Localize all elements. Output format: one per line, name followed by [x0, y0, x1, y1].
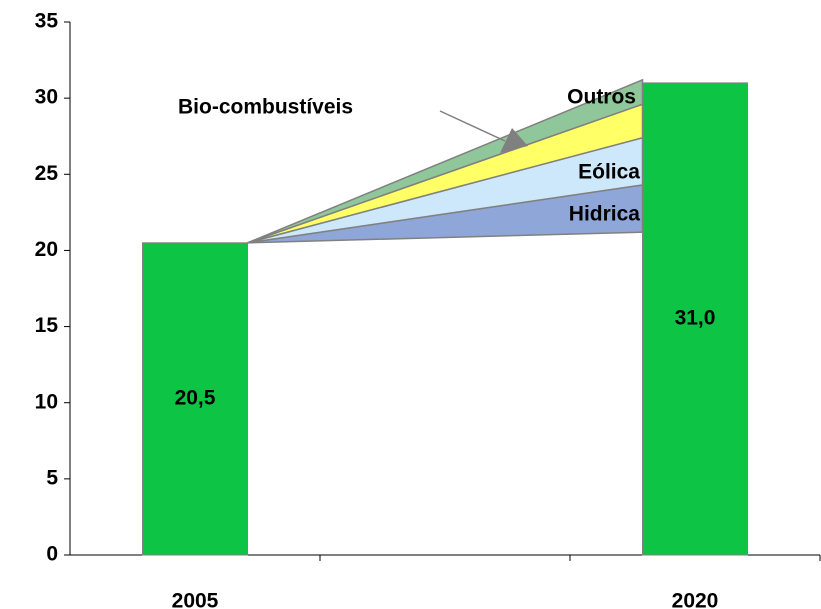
- bar: [142, 242, 248, 556]
- value-label: 20,5: [175, 386, 216, 409]
- series-label: Bio-combustíveis: [178, 96, 353, 119]
- x-tick-label: 2005: [172, 590, 219, 609]
- bar: [642, 82, 748, 556]
- y-tick-label: 10: [35, 390, 58, 413]
- series-label: Hidrica: [569, 203, 641, 226]
- series-label: Outros: [567, 86, 636, 109]
- value-label: 31,0: [675, 307, 716, 330]
- series-label: Eólica: [578, 161, 640, 184]
- y-tick-label: 0: [46, 543, 58, 566]
- x-tick-label: 2020: [672, 590, 719, 609]
- y-tick-label: 20: [35, 238, 58, 261]
- arrow-head: [500, 128, 528, 153]
- y-tick-label: 5: [46, 466, 58, 489]
- y-tick-label: 25: [35, 162, 59, 185]
- y-tick-label: 35: [35, 10, 59, 33]
- arrow-line: [439, 110, 506, 142]
- y-tick-label: 15: [35, 314, 59, 337]
- y-tick-label: 30: [35, 86, 58, 109]
